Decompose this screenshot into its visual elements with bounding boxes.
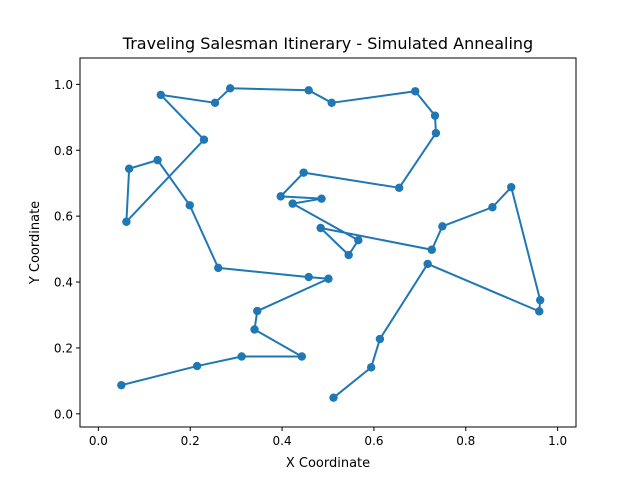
city-point (214, 263, 223, 273)
x-tick-label: 0.8 (456, 434, 475, 448)
city-point (423, 259, 432, 269)
x-tick-label: 0.6 (364, 434, 383, 448)
city-point (156, 90, 166, 100)
axes-frame (79, 57, 577, 428)
city-point (250, 325, 259, 334)
x-tick-label: 1.0 (548, 434, 567, 448)
city-point (488, 203, 497, 212)
city-point (237, 352, 246, 361)
city-point (329, 393, 338, 402)
city-point (297, 352, 307, 361)
y-tick-label: 0.8 (54, 144, 73, 158)
x-tick-label: 0.4 (273, 434, 292, 448)
y-tick-label: 1.0 (54, 78, 73, 92)
city-point (431, 128, 441, 138)
city-point (210, 98, 220, 108)
y-tick-label: 0.2 (54, 341, 73, 355)
city-point (253, 306, 262, 316)
city-point (225, 84, 235, 93)
city-point (153, 155, 162, 165)
city-point (535, 307, 544, 316)
city-point (535, 295, 545, 305)
y-axis-label: Y Coordinate (28, 201, 43, 285)
city-point (438, 222, 447, 231)
city-point (124, 164, 134, 173)
city-point (327, 98, 336, 108)
city-point (199, 135, 209, 144)
city-point (366, 363, 376, 372)
x-tick-label: 0.0 (89, 434, 108, 448)
city-point (117, 380, 126, 390)
y-tick-label: 0.4 (54, 276, 73, 290)
y-tick-label: 0.6 (54, 210, 73, 224)
x-axis: 0.0 0.2 0.4 0.6 0.8 1.0 (89, 427, 567, 448)
city-point (316, 223, 325, 233)
city-point (507, 182, 516, 192)
city-point (276, 192, 285, 201)
city-point (430, 111, 440, 120)
city-point (192, 361, 202, 371)
series-layer (117, 84, 545, 402)
city-point (354, 235, 363, 245)
city-point (122, 217, 131, 226)
city-point (299, 168, 308, 177)
y-tick-label: 0.0 (54, 407, 73, 421)
chart-title: Traveling Salesman Itinerary - Simulated… (122, 34, 533, 53)
city-point (394, 183, 404, 193)
x-axis-label: X Coordinate (286, 456, 370, 471)
city-point (185, 201, 194, 210)
city-point (411, 87, 420, 96)
city-point (375, 334, 385, 344)
city-point (324, 274, 333, 283)
city-point (427, 245, 436, 254)
plot-area (79, 57, 577, 428)
y-axis: 0.0 0.2 0.4 0.6 0.8 1.0 (54, 78, 80, 421)
city-point (304, 272, 313, 282)
route-line (120, 87, 542, 400)
x-tick-label: 0.2 (181, 434, 200, 448)
city-point (288, 199, 297, 208)
city-point (304, 86, 313, 95)
city-point (344, 250, 353, 260)
city-point (317, 194, 326, 203)
